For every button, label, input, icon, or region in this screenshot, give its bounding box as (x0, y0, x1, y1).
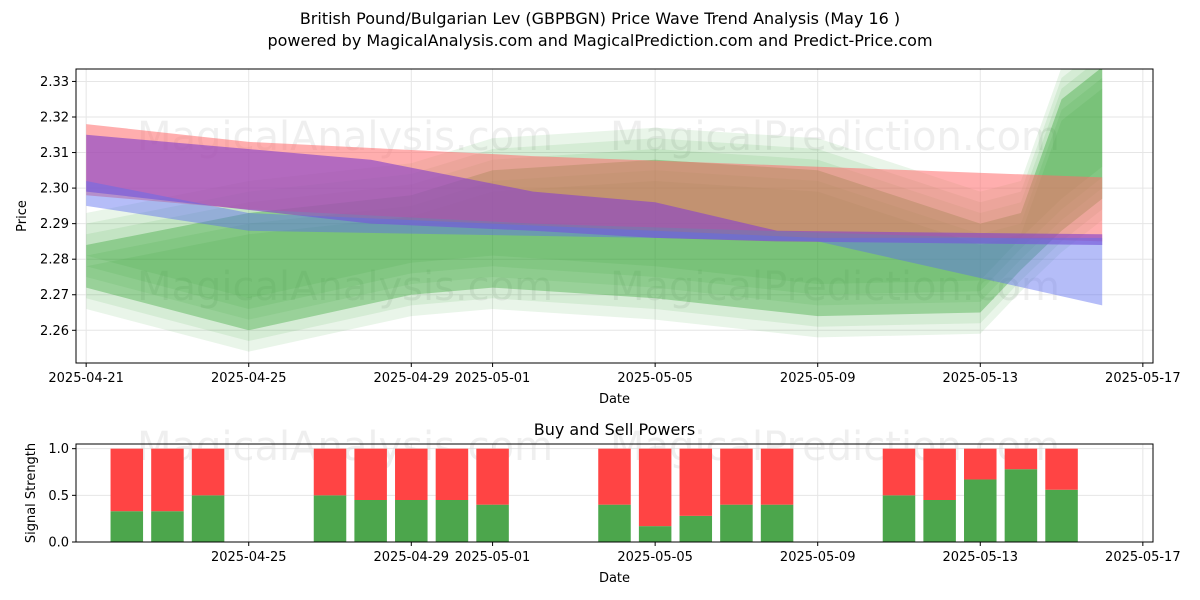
x-tick-label: 2025-04-29 (374, 371, 450, 386)
x-tick-label: 2025-05-09 (780, 371, 856, 386)
buy-bar (720, 504, 753, 542)
sell-bar (395, 448, 428, 500)
buy-bar (395, 500, 428, 542)
sell-bar (638, 448, 672, 527)
y-tick-label: 2.33 (40, 75, 69, 90)
buy-bar (476, 504, 509, 542)
x-tick-label: 2025-05-17 (1105, 550, 1181, 565)
x-tick-label: 2025-04-25 (211, 371, 287, 386)
sell-bar (191, 448, 225, 496)
y-tick-label: 2.28 (40, 253, 69, 268)
watermark: MagicalPrediction.com (610, 114, 1060, 160)
y-tick-label: 0.5 (48, 489, 69, 504)
sell-bar (760, 448, 794, 505)
y-tick-label: 1.0 (48, 442, 69, 457)
y-tick-label: 2.26 (40, 324, 69, 339)
buy-bar (1004, 469, 1038, 542)
x-tick-label: 2025-05-01 (455, 550, 531, 565)
sell-bar (882, 448, 916, 496)
sell-bar (151, 448, 184, 512)
sell-bar (1045, 448, 1078, 490)
watermark: MagicalPrediction.com (610, 264, 1060, 310)
y-tick-label: 2.32 (40, 110, 69, 125)
x-tick-label: 2025-05-05 (617, 371, 693, 386)
y-tick-label: 0.0 (48, 536, 69, 551)
buy-bar (638, 526, 672, 542)
sell-bar (435, 448, 469, 500)
sell-bar (598, 448, 631, 505)
sell-bar (1004, 448, 1038, 470)
buy-bar (923, 500, 956, 542)
buy-bar (882, 495, 916, 542)
price-plot-frame (75, 68, 1154, 364)
buy-bar (435, 500, 469, 542)
x-tick-label: 2025-05-05 (617, 550, 693, 565)
signal-chart-title: Buy and Sell Powers (534, 420, 696, 439)
chart-title: British Pound/Bulgarian Lev (GBPBGN) Pri… (299, 9, 901, 28)
buy-bar (679, 515, 713, 542)
sell-bar (923, 448, 956, 500)
buy-bar (598, 504, 631, 542)
x-tick-label: 2025-05-13 (942, 550, 1018, 565)
y-tick-label: 2.31 (40, 146, 69, 161)
sell-bar (964, 448, 997, 480)
y-tick-label: 2.27 (40, 288, 69, 303)
x-tick-label: 2025-05-17 (1105, 371, 1181, 386)
sell-bar (313, 448, 347, 496)
x-tick-label: 2025-05-01 (455, 371, 531, 386)
watermark: MagicalAnalysis.com (137, 264, 553, 310)
buy-bar (760, 504, 794, 542)
x-tick-label: 2025-04-25 (211, 550, 287, 565)
y-axis-label: Signal Strength (24, 443, 39, 543)
sell-bar (476, 448, 509, 505)
buy-bar (354, 500, 387, 542)
x-tick-label: 2025-04-21 (48, 371, 124, 386)
blue-wave-band (86, 181, 1103, 306)
sell-bar (110, 448, 144, 512)
x-axis-label: Date (599, 571, 630, 586)
buy-bar (964, 479, 997, 542)
buy-bar (151, 511, 184, 542)
x-axis-label: Date (599, 392, 630, 407)
buy-bar (110, 511, 144, 542)
chart-subtitle: powered by MagicalAnalysis.com and Magic… (267, 31, 933, 50)
x-tick-label: 2025-05-13 (942, 371, 1018, 386)
y-tick-label: 2.30 (40, 182, 69, 197)
buy-bar (313, 495, 347, 542)
sell-bar (720, 448, 753, 505)
buy-bar (191, 495, 225, 542)
x-tick-label: 2025-04-29 (374, 550, 450, 565)
purple-wave-band (86, 134, 1103, 245)
sell-bar (354, 448, 387, 500)
y-tick-label: 2.29 (40, 217, 69, 232)
y-axis-label: Price (15, 200, 30, 232)
signal-plot-frame (75, 443, 1154, 543)
sell-bar (679, 448, 713, 516)
x-tick-label: 2025-05-09 (780, 550, 856, 565)
buy-bar (1045, 489, 1078, 542)
